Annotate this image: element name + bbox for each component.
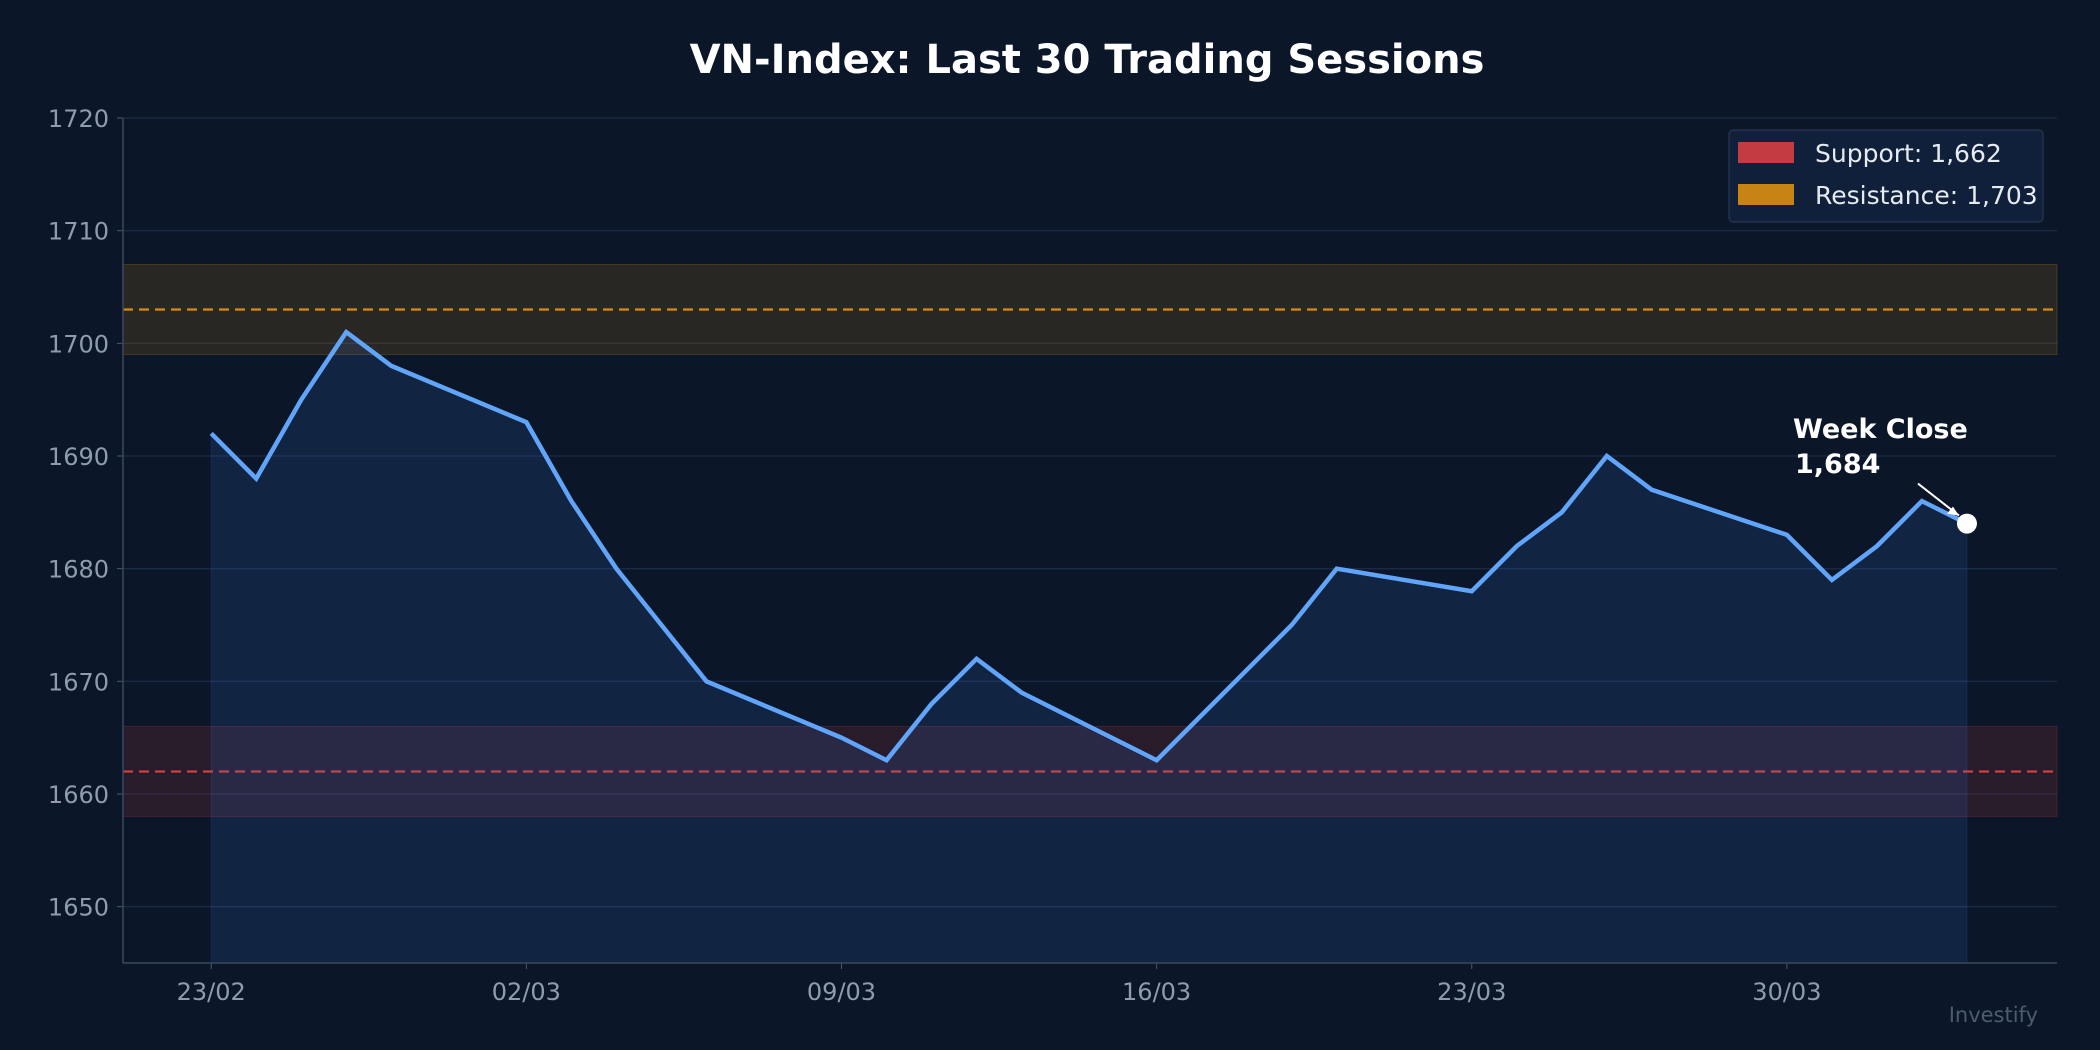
y-tick-label: 1720 (48, 105, 109, 133)
grid (123, 117, 2057, 908)
x-tick-label: 09/03 (807, 978, 876, 1006)
y-tick-label: 1710 (48, 218, 109, 246)
y-tick-label: 1660 (48, 781, 109, 809)
area-fill (210, 331, 1968, 964)
legend-label-resistance: Resistance: 1,703 (1815, 181, 2038, 210)
legend-swatch-resistance (1738, 184, 1794, 205)
y-tick-label: 1680 (48, 556, 109, 584)
axes: 1650 1660 1670 1680 1690 1700 1710 1720 23/02 02/… (48, 105, 2057, 1006)
annotation-line1: Week Close (1793, 414, 1968, 445)
legend: Support: 1,662 Resistance: 1,703 (1728, 129, 2044, 223)
watermark: Investify (1949, 1003, 2038, 1027)
legend-label-support: Support: 1,662 (1815, 139, 2002, 168)
series (209, 328, 1968, 964)
x-tick-label: 16/03 (1122, 978, 1191, 1006)
annotation-arrowhead (1946, 506, 1959, 516)
y-tick-label: 1650 (48, 894, 109, 922)
legend-swatch-support (1738, 142, 1794, 163)
level-bands (122, 263, 2058, 818)
price-line (209, 328, 1968, 764)
y-tick-label: 1700 (48, 330, 109, 358)
y-tick-label: 1690 (48, 443, 109, 471)
week-close-annotation: Week Close 1,684 (1793, 414, 1977, 534)
annotation-line2: 1,684 (1795, 449, 1880, 480)
week-close-marker (1956, 513, 1977, 534)
x-tick-label: 23/02 (177, 978, 246, 1006)
x-tick-label: 30/03 (1752, 978, 1821, 1006)
x-tick-label: 02/03 (492, 978, 561, 1006)
chart-title: VN-Index: Last 30 Trading Sessions (690, 37, 1485, 83)
x-tick-label: 23/03 (1437, 978, 1506, 1006)
y-tick-label: 1670 (48, 668, 109, 696)
legend-box (1728, 129, 2044, 223)
